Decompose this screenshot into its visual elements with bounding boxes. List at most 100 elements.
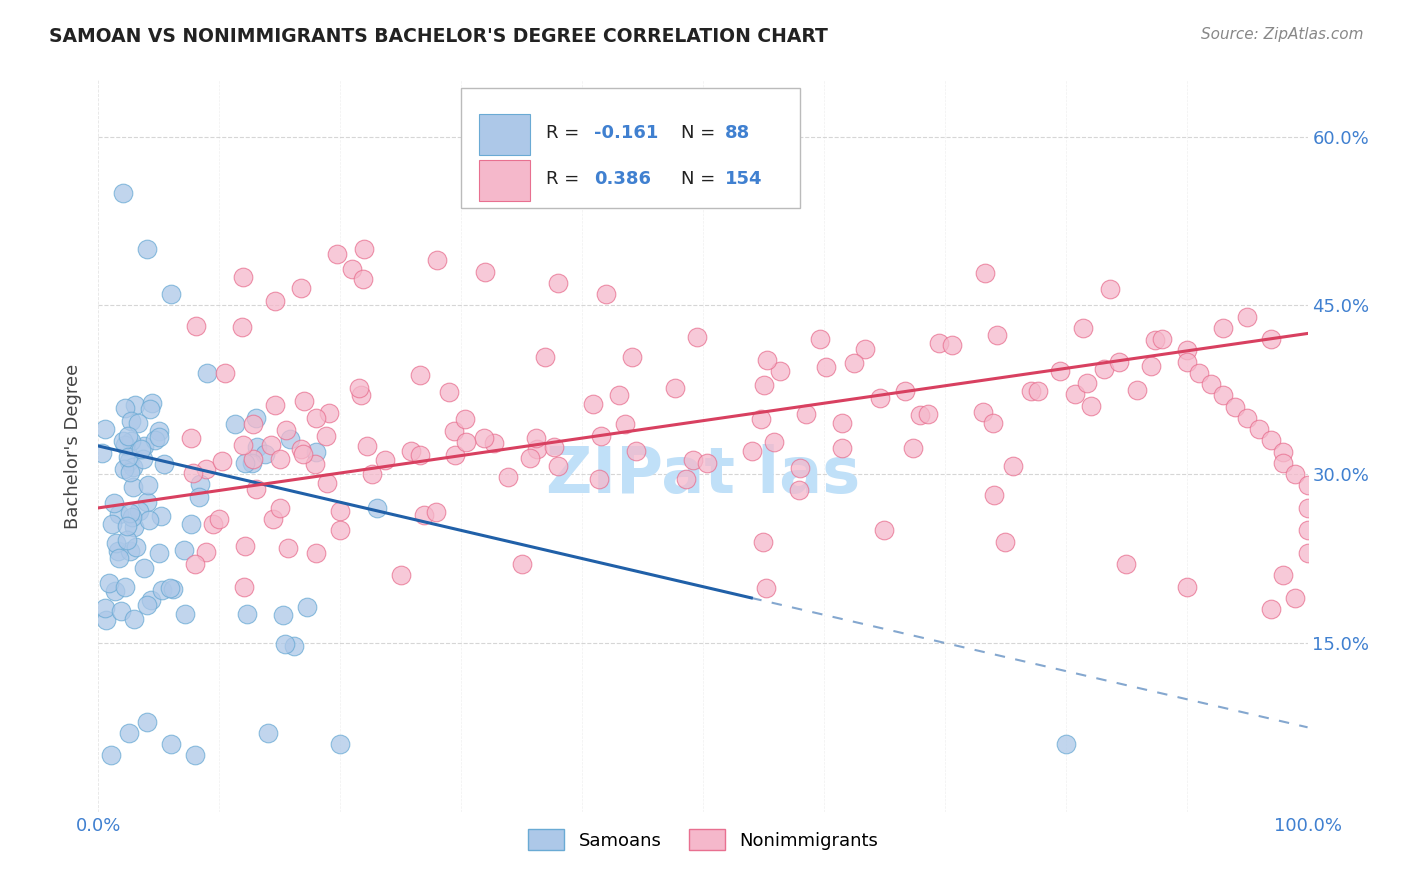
Point <box>534 350 557 364</box>
Point <box>1188 366 1211 380</box>
Point <box>855 342 877 356</box>
Point <box>588 472 610 486</box>
Point <box>1296 546 1319 560</box>
Point <box>1199 377 1222 392</box>
Point <box>1125 383 1147 397</box>
Point <box>1026 384 1049 398</box>
Point <box>184 557 207 571</box>
Point <box>928 335 950 350</box>
Point <box>160 287 183 301</box>
Point <box>409 368 432 383</box>
Point <box>329 737 352 751</box>
Point <box>141 396 163 410</box>
Point <box>117 450 139 464</box>
Point <box>138 512 160 526</box>
Text: 154: 154 <box>724 170 762 188</box>
Point <box>755 352 778 367</box>
Point <box>474 264 496 278</box>
Point <box>1080 400 1102 414</box>
Text: 0.386: 0.386 <box>595 170 651 188</box>
Point <box>917 407 939 421</box>
Point <box>174 607 197 622</box>
Point <box>983 488 1005 502</box>
Point <box>108 507 131 521</box>
Point <box>1064 387 1087 401</box>
Point <box>437 385 460 400</box>
Point <box>232 270 254 285</box>
Point <box>1236 310 1258 324</box>
Point <box>139 402 162 417</box>
Point <box>787 483 810 498</box>
Point <box>235 456 257 470</box>
Text: Source: ZipAtlas.com: Source: ZipAtlas.com <box>1201 27 1364 42</box>
Point <box>350 388 373 402</box>
Point <box>329 524 352 538</box>
Point <box>162 582 184 597</box>
Point <box>263 294 285 309</box>
Point <box>908 408 931 422</box>
Point <box>454 411 477 425</box>
Point <box>94 613 117 627</box>
Point <box>245 410 267 425</box>
Point <box>149 509 172 524</box>
Point <box>91 446 114 460</box>
Point <box>413 508 436 522</box>
Point <box>682 453 704 467</box>
Point <box>256 726 278 740</box>
Point <box>831 417 853 431</box>
Point <box>1272 568 1295 582</box>
Point <box>262 511 284 525</box>
Point <box>271 608 294 623</box>
Point <box>132 439 155 453</box>
Text: ZIPat las: ZIPat las <box>546 444 860 507</box>
Point <box>138 478 160 492</box>
Point <box>360 467 382 482</box>
Point <box>195 366 218 380</box>
Point <box>150 582 173 597</box>
Point <box>456 435 478 450</box>
Point <box>994 534 1017 549</box>
Point <box>107 544 129 558</box>
Point <box>664 381 686 395</box>
Point <box>120 465 142 479</box>
Point <box>1260 602 1282 616</box>
Point <box>329 503 352 517</box>
Legend: Samoans, Nonimmigrants: Samoans, Nonimmigrants <box>520 822 886 857</box>
Point <box>114 438 136 452</box>
Point <box>274 637 297 651</box>
Point <box>114 580 136 594</box>
FancyBboxPatch shape <box>479 114 530 155</box>
Point <box>316 476 339 491</box>
Point <box>399 444 422 458</box>
Point <box>264 398 287 412</box>
Point <box>1076 376 1098 390</box>
Point <box>1260 332 1282 346</box>
Point <box>986 327 1008 342</box>
Text: N =: N = <box>682 170 721 188</box>
Point <box>183 466 205 480</box>
Point <box>318 406 340 420</box>
Point <box>104 536 127 550</box>
Point <box>290 280 312 294</box>
Point <box>755 581 778 595</box>
Point <box>808 332 831 346</box>
Point <box>139 592 162 607</box>
Point <box>117 428 139 442</box>
Point <box>117 519 139 533</box>
Point <box>543 440 565 454</box>
Point <box>1021 384 1043 399</box>
Point <box>160 737 183 751</box>
Point <box>352 272 374 286</box>
Point <box>246 440 269 454</box>
Point <box>426 253 449 268</box>
Point <box>1223 400 1246 414</box>
Point <box>763 434 786 449</box>
Point <box>134 560 156 574</box>
Point <box>118 726 141 740</box>
Text: N =: N = <box>682 124 721 142</box>
Y-axis label: Bachelor's Degree: Bachelor's Degree <box>63 363 82 529</box>
Point <box>240 456 263 470</box>
Point <box>135 242 157 256</box>
Point <box>124 398 146 412</box>
FancyBboxPatch shape <box>479 160 530 201</box>
